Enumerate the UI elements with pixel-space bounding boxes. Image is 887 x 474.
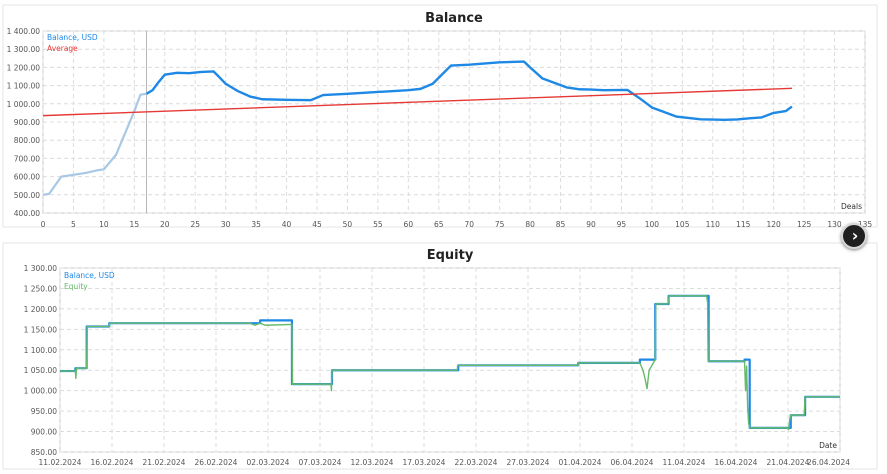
series-line bbox=[42, 87, 792, 117]
x-tick-label: 21.02.2024 bbox=[143, 458, 186, 467]
series-line bbox=[145, 60, 793, 122]
x-axis-label: Deals bbox=[841, 202, 862, 211]
y-tick-label: 900.00 bbox=[31, 428, 57, 437]
x-tick-label: 45 bbox=[312, 220, 322, 229]
x-tick-label: 115 bbox=[736, 220, 751, 229]
y-tick-label: 1 200.00 bbox=[7, 63, 41, 72]
y-tick-label: 1 400.00 bbox=[7, 27, 41, 36]
x-tick-label: 0 bbox=[41, 220, 46, 229]
x-tick-label: 35 bbox=[251, 220, 261, 229]
x-tick-label: 50 bbox=[343, 220, 353, 229]
chart-title: Equity bbox=[427, 248, 474, 263]
x-tick-label: 25 bbox=[190, 220, 200, 229]
x-tick-label: 95 bbox=[617, 220, 627, 229]
x-tick-label: 12.03.2024 bbox=[351, 458, 394, 467]
x-tick-label: 26.02.2024 bbox=[195, 458, 238, 467]
x-tick-label: 110 bbox=[706, 220, 721, 229]
series-line bbox=[60, 295, 840, 431]
x-tick-label: 17.03.2024 bbox=[403, 458, 446, 467]
y-tick-label: 1 000.00 bbox=[7, 100, 41, 109]
x-tick-label: 10 bbox=[99, 220, 109, 229]
x-tick-label: 16.04.2024 bbox=[715, 458, 758, 467]
x-tick-label: 70 bbox=[464, 220, 474, 229]
y-tick-label: 500.00 bbox=[14, 191, 40, 200]
x-tick-label: 5 bbox=[71, 220, 76, 229]
x-tick-label: 65 bbox=[434, 220, 444, 229]
x-tick-label: 27.03.2024 bbox=[507, 458, 550, 467]
y-tick-label: 1 250.00 bbox=[24, 284, 58, 293]
x-tick-label: 40 bbox=[282, 220, 292, 229]
x-tick-label: 75 bbox=[495, 220, 505, 229]
x-tick-label: 90 bbox=[586, 220, 596, 229]
x-tick-label: 26.04.2024 bbox=[807, 458, 850, 467]
x-tick-label: 85 bbox=[556, 220, 566, 229]
x-tick-label: 30 bbox=[221, 220, 231, 229]
y-tick-label: 1 300.00 bbox=[7, 45, 41, 54]
x-axis-label: Date bbox=[819, 441, 837, 450]
chevron-right-icon: › bbox=[851, 226, 859, 245]
plot-area bbox=[59, 267, 841, 453]
series-line-faded bbox=[42, 92, 147, 196]
y-tick-label: 1 150.00 bbox=[24, 325, 58, 334]
x-tick-label: 16.02.2024 bbox=[91, 458, 134, 467]
legend-entry: Average bbox=[47, 44, 78, 53]
x-tick-label: 21.04.2024 bbox=[767, 458, 810, 467]
y-tick-label: 1 050.00 bbox=[24, 366, 58, 375]
x-tick-label: 20 bbox=[160, 220, 170, 229]
x-tick-label: 105 bbox=[675, 220, 690, 229]
x-tick-label: 06.04.2024 bbox=[611, 458, 654, 467]
x-tick-label: 120 bbox=[767, 220, 782, 229]
x-tick-label: 11.02.2024 bbox=[39, 458, 82, 467]
x-tick-label: 07.03.2024 bbox=[299, 458, 342, 467]
x-tick-label: 125 bbox=[797, 220, 812, 229]
legend-entry: Equity bbox=[64, 282, 88, 291]
x-tick-label: 80 bbox=[525, 220, 535, 229]
y-tick-label: 1 100.00 bbox=[7, 82, 41, 91]
x-tick-label: 15 bbox=[130, 220, 140, 229]
y-tick-label: 800.00 bbox=[14, 136, 40, 145]
y-tick-label: 950.00 bbox=[31, 407, 57, 416]
x-tick-label: 130 bbox=[827, 220, 842, 229]
plot-area bbox=[42, 30, 866, 214]
x-tick-label: 11.04.2024 bbox=[663, 458, 706, 467]
legend-entry: Balance, USD bbox=[47, 33, 98, 42]
y-tick-label: 1 200.00 bbox=[24, 305, 58, 314]
x-tick-label: 22.03.2024 bbox=[455, 458, 498, 467]
y-tick-label: 1 000.00 bbox=[24, 387, 58, 396]
x-tick-label: 100 bbox=[645, 220, 660, 229]
chart-title: Balance bbox=[425, 11, 483, 26]
y-tick-label: 700.00 bbox=[14, 154, 40, 163]
y-tick-label: 1 300.00 bbox=[24, 264, 58, 273]
legend-entry: Balance, USD bbox=[64, 271, 115, 280]
x-tick-label: 02.03.2024 bbox=[247, 458, 290, 467]
chart-0: 400.00 500.00 600.00 700.00 800.00 900.00 1 00… bbox=[2, 4, 878, 229]
y-tick-label: 850.00 bbox=[31, 448, 57, 457]
y-tick-label: 900.00 bbox=[14, 118, 40, 127]
x-tick-label: 60 bbox=[404, 220, 414, 229]
x-tick-label: 01.04.2024 bbox=[559, 458, 602, 467]
x-tick-label: 55 bbox=[373, 220, 383, 229]
chart-1: 850.00 900.00 950.00 1 000.00 1 050.00 1 100.… bbox=[2, 242, 878, 470]
y-tick-label: 400.00 bbox=[14, 209, 40, 218]
y-tick-label: 1 100.00 bbox=[24, 346, 58, 355]
next-chart-button[interactable]: › bbox=[841, 223, 867, 249]
y-tick-label: 600.00 bbox=[14, 173, 40, 182]
x-tick-label: 135 bbox=[858, 220, 873, 229]
